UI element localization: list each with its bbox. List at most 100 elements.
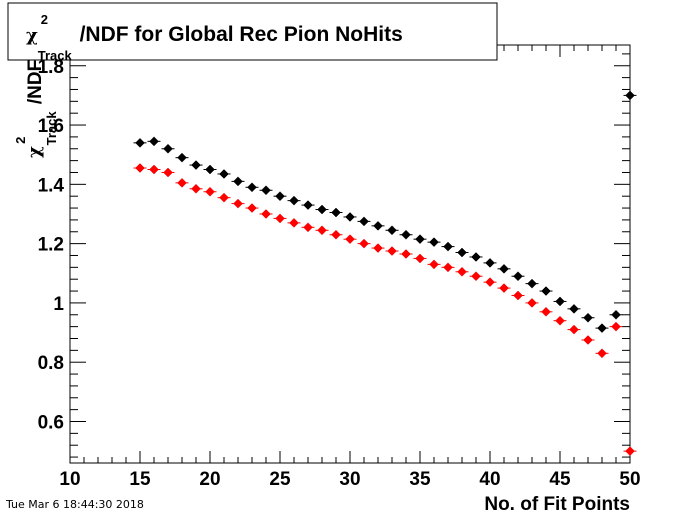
data-point bbox=[499, 283, 509, 293]
data-point bbox=[429, 237, 439, 247]
y-title-superscript: 2 bbox=[13, 137, 28, 144]
title-box bbox=[7, 2, 498, 61]
y-tick-label: 1.2 bbox=[38, 235, 64, 256]
data-point bbox=[597, 348, 607, 359]
data-point bbox=[387, 225, 397, 236]
title-subscript: Track bbox=[38, 48, 73, 63]
data-point bbox=[611, 309, 621, 320]
data-point bbox=[527, 278, 537, 289]
title-superscript: 2 bbox=[41, 12, 48, 27]
data-point bbox=[569, 324, 579, 335]
data-point bbox=[177, 177, 187, 188]
y-axis-tick-labels: 0.6 0.8 1 1.2 1.4 1.6 1.8 bbox=[38, 57, 65, 434]
data-point bbox=[317, 225, 327, 236]
data-point bbox=[219, 169, 229, 179]
series-2 bbox=[133, 163, 637, 456]
data-point bbox=[583, 312, 593, 323]
data-point bbox=[191, 160, 201, 170]
x-tick-label: 50 bbox=[619, 469, 640, 490]
y-title-subscript: Track bbox=[44, 111, 59, 146]
data-point bbox=[373, 220, 383, 231]
data-point bbox=[457, 266, 467, 277]
data-point bbox=[485, 258, 495, 268]
data-series bbox=[133, 90, 637, 456]
data-point bbox=[345, 234, 355, 245]
data-point bbox=[527, 298, 537, 308]
data-point bbox=[513, 271, 523, 282]
data-point bbox=[597, 323, 607, 333]
data-point bbox=[191, 183, 201, 194]
data-point bbox=[275, 191, 285, 202]
data-point bbox=[415, 253, 425, 264]
data-point bbox=[261, 209, 271, 219]
data-point bbox=[443, 262, 453, 273]
data-point bbox=[541, 306, 551, 317]
y-axis-ticks bbox=[70, 53, 630, 458]
y-tick-label: 0.8 bbox=[38, 353, 64, 374]
data-point bbox=[289, 195, 299, 206]
data-point bbox=[303, 200, 313, 210]
data-point bbox=[359, 238, 369, 249]
data-point bbox=[149, 164, 159, 175]
data-point bbox=[555, 296, 565, 307]
data-point bbox=[359, 216, 369, 227]
plot-frame bbox=[69, 44, 631, 464]
data-point bbox=[135, 163, 145, 173]
data-point bbox=[611, 321, 621, 332]
data-point bbox=[205, 164, 215, 175]
data-point bbox=[471, 271, 481, 282]
data-point bbox=[485, 277, 495, 288]
data-point bbox=[555, 315, 565, 326]
data-point bbox=[233, 198, 243, 209]
x-tick-label: 15 bbox=[129, 469, 151, 490]
data-point bbox=[471, 252, 481, 262]
data-point bbox=[331, 207, 341, 218]
data-point bbox=[289, 218, 299, 228]
y-title-chi-symbol: χ bbox=[24, 146, 45, 158]
data-point bbox=[373, 243, 383, 253]
data-point bbox=[275, 213, 285, 224]
data-point bbox=[569, 303, 579, 314]
x-tick-label: 20 bbox=[199, 469, 220, 490]
data-point bbox=[177, 152, 187, 163]
data-point bbox=[247, 203, 257, 213]
data-point bbox=[303, 222, 313, 233]
x-tick-label: 35 bbox=[409, 469, 431, 490]
data-point bbox=[401, 229, 411, 240]
x-tick-label: 30 bbox=[339, 469, 360, 490]
data-point bbox=[387, 246, 397, 256]
data-point bbox=[345, 212, 355, 222]
data-point bbox=[135, 137, 145, 148]
data-point bbox=[429, 259, 439, 270]
data-point bbox=[625, 90, 635, 101]
x-tick-label: 25 bbox=[269, 469, 291, 490]
y-tick-label: 1.4 bbox=[38, 175, 65, 196]
data-point bbox=[415, 234, 425, 245]
y-axis-title: χ 2 Track /NDF bbox=[9, 60, 61, 158]
data-point bbox=[513, 290, 523, 301]
data-point bbox=[331, 229, 341, 240]
title-suffix: /NDF for Global Rec Pion NoHits bbox=[80, 23, 403, 46]
data-point bbox=[149, 136, 159, 147]
y-tick-label: 0.6 bbox=[38, 412, 64, 433]
x-tick-label: 40 bbox=[479, 469, 500, 490]
y-tick-label: 1 bbox=[53, 294, 64, 315]
chart-title: χ 2 Track /NDF for Global Rec Pion NoHit… bbox=[26, 6, 403, 65]
data-point bbox=[401, 249, 411, 259]
series-1 bbox=[133, 90, 637, 333]
x-axis-tick-labels: 10 15 20 25 30 35 40 45 50 bbox=[59, 469, 640, 490]
y-title-suffix: /NDF bbox=[25, 60, 46, 104]
data-point bbox=[317, 204, 327, 215]
title-chi-symbol: χ bbox=[26, 25, 38, 46]
data-point bbox=[205, 186, 215, 197]
data-point bbox=[163, 167, 173, 178]
data-point bbox=[499, 263, 509, 274]
data-point bbox=[457, 247, 467, 258]
data-point bbox=[163, 143, 173, 154]
data-point bbox=[261, 185, 271, 196]
y-tick-label: 1.6 bbox=[38, 116, 64, 137]
data-point bbox=[233, 176, 243, 187]
data-point bbox=[583, 335, 593, 345]
data-point bbox=[247, 182, 257, 193]
